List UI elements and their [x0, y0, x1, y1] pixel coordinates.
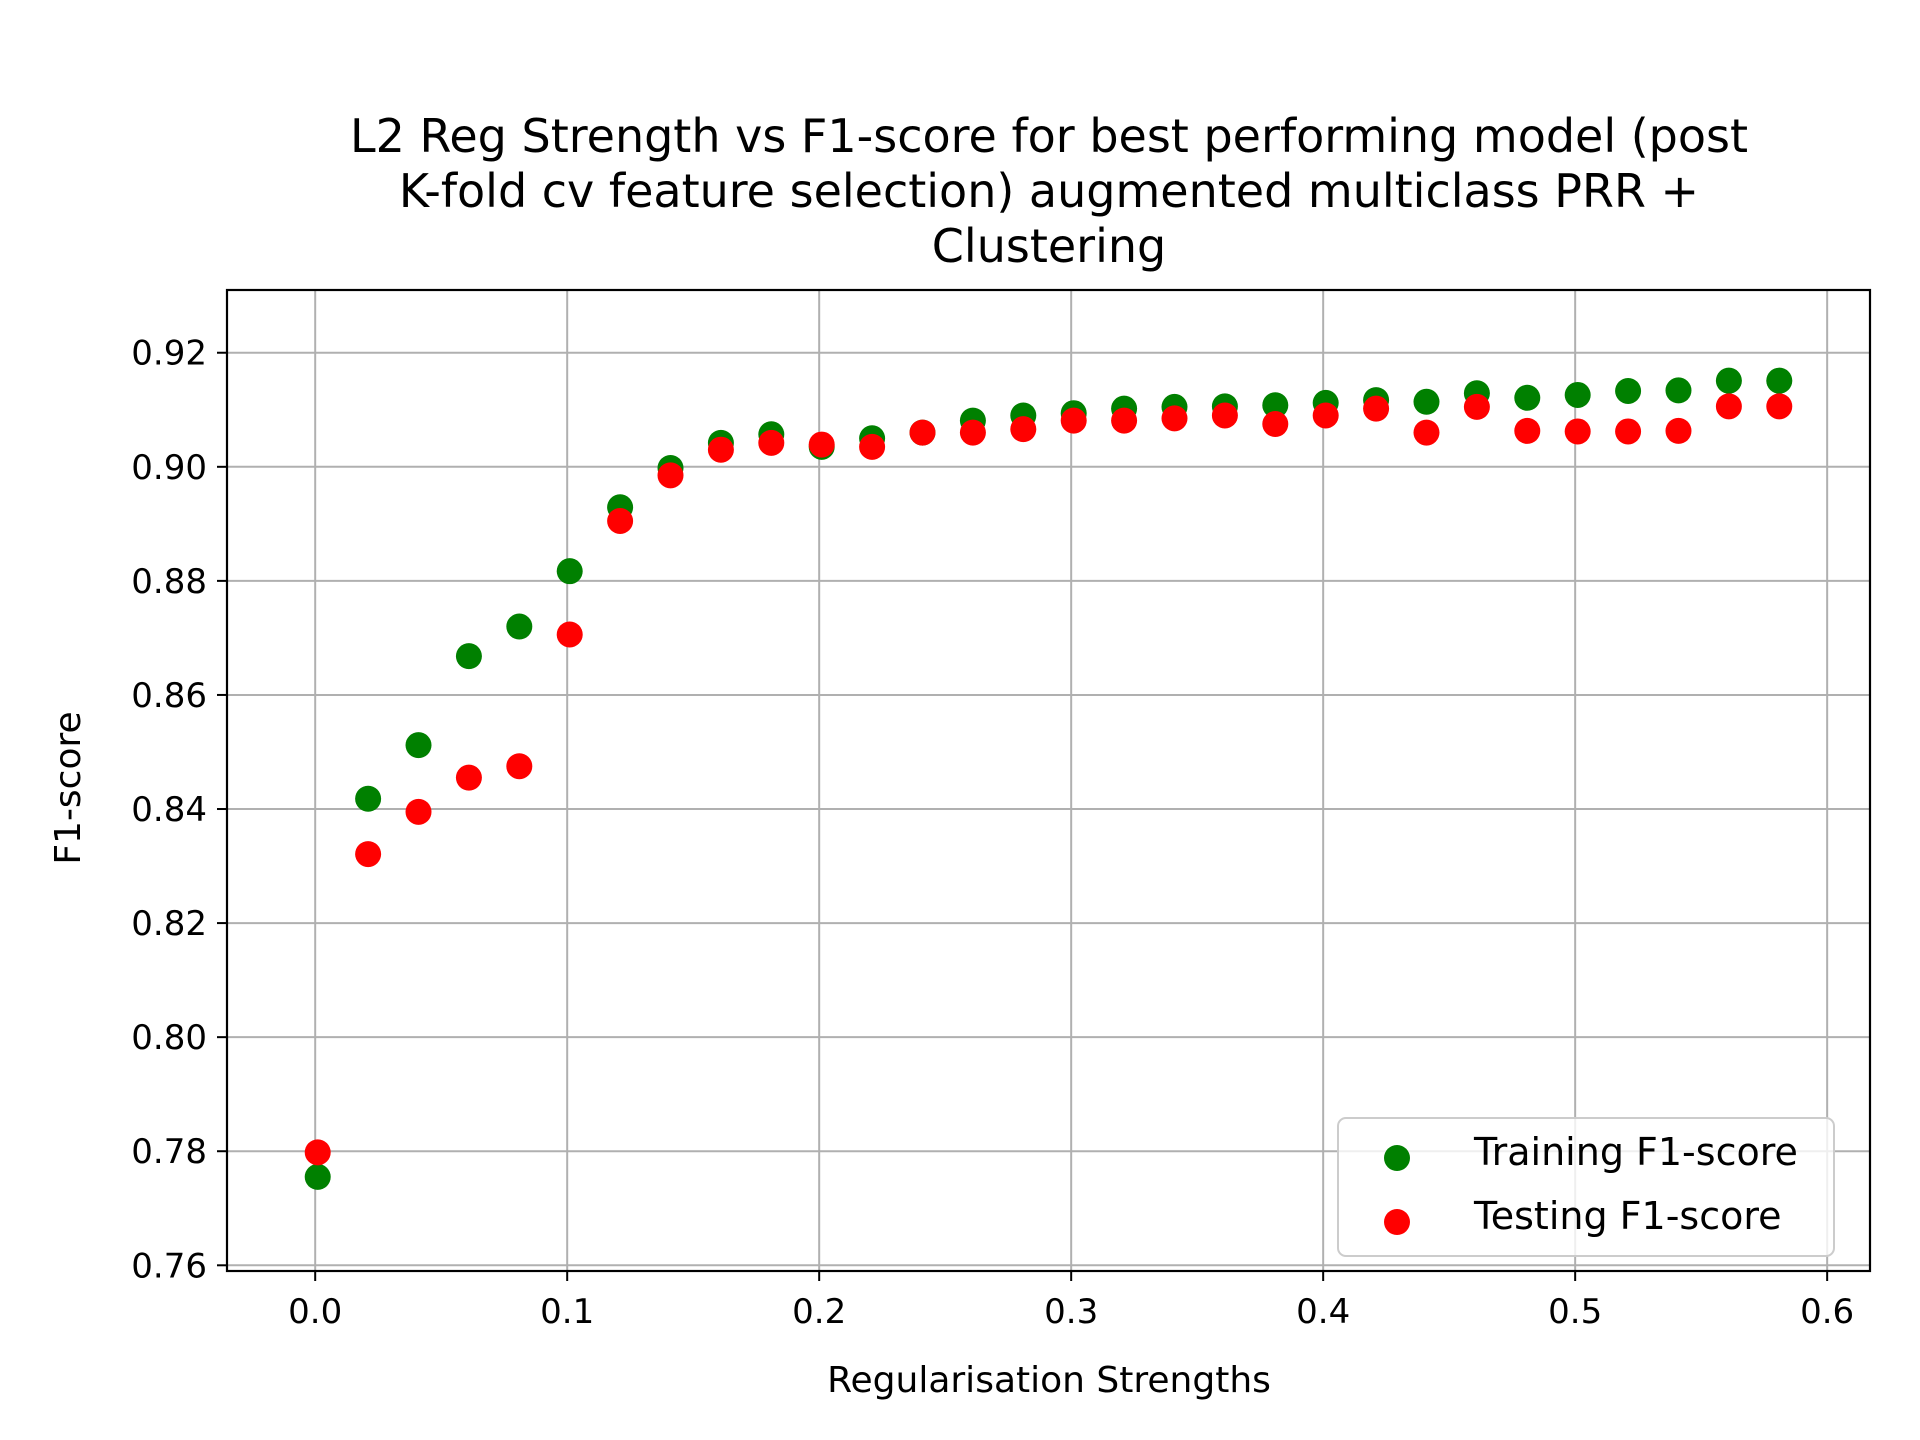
legend-box	[1337, 1117, 1835, 1257]
testing-point	[758, 429, 785, 456]
testing-point	[909, 419, 936, 446]
training-point	[1715, 367, 1742, 394]
training-point	[1413, 388, 1440, 415]
x-axis-label: Regularisation Strengths	[827, 1360, 1271, 1401]
training-point	[405, 732, 432, 759]
testing-point	[1463, 393, 1490, 420]
training-point	[506, 613, 533, 640]
y-tick-label: 0.88	[131, 562, 207, 602]
axis-ticks: 0.0 0.1 0.2 0.3 0.4 0.5 0.6 0.76 0.78 0.80 0.82 0.8…	[131, 334, 1854, 1332]
training-point	[1564, 381, 1591, 408]
testing-point	[859, 433, 886, 460]
testing-point	[808, 431, 835, 458]
x-tick-label: 0.6	[1800, 1292, 1854, 1332]
testing-point	[1262, 411, 1289, 438]
plot-points	[304, 367, 1793, 1190]
training-point	[1262, 392, 1289, 419]
training-point	[556, 558, 583, 585]
testing-point	[1312, 402, 1339, 429]
y-axis-label: F1-score	[48, 711, 89, 864]
x-tick-label: 0.0	[288, 1292, 342, 1332]
training-point	[304, 1163, 331, 1190]
training-point	[1514, 384, 1541, 411]
testing-point	[1010, 416, 1037, 443]
training-point	[1615, 377, 1642, 404]
x-tick-label: 0.5	[1548, 1292, 1602, 1332]
y-tick-label: 0.84	[131, 790, 207, 830]
testing-point	[1564, 418, 1591, 445]
testing-point	[1413, 419, 1440, 446]
testing-point	[657, 462, 684, 489]
y-tick-label: 0.76	[131, 1246, 207, 1286]
training-point	[1766, 367, 1793, 394]
legend-marker-testing	[1384, 1209, 1410, 1235]
legend-label-training: Training F1-score	[1473, 1130, 1798, 1174]
x-tick-label: 0.4	[1296, 1292, 1350, 1332]
grid-lines	[227, 290, 1870, 1271]
testing-point	[1211, 402, 1238, 429]
testing-point	[1060, 407, 1087, 434]
chart-title-line-3: Clustering	[932, 219, 1166, 273]
testing-point	[959, 419, 986, 446]
y-tick-label: 0.86	[131, 676, 207, 716]
testing-point	[304, 1139, 331, 1166]
testing-point	[1514, 417, 1541, 444]
plot-frame	[225, 288, 1872, 1273]
chart-title-line-1: L2 Reg Strength vs F1-score for best per…	[350, 109, 1748, 163]
x-tick-label: 0.1	[540, 1292, 594, 1332]
testing-point	[1665, 417, 1692, 444]
testing-point	[607, 507, 634, 534]
testing-point	[1363, 395, 1390, 422]
chart-title-line-2: K-fold cv feature selection) augmented m…	[399, 164, 1699, 218]
y-tick-label: 0.90	[131, 448, 207, 488]
testing-point	[506, 753, 533, 780]
training-point	[455, 643, 482, 670]
y-tick-label: 0.82	[131, 904, 207, 944]
testing-point	[1111, 407, 1138, 434]
y-tick-label: 0.78	[131, 1132, 207, 1172]
x-tick-label: 0.3	[1044, 1292, 1098, 1332]
legend: Training F1-score Testing F1-score	[1337, 1117, 1835, 1257]
testing-point	[355, 841, 382, 868]
legend-marker-training	[1384, 1145, 1410, 1171]
testing-point	[1766, 393, 1793, 420]
testing-point	[707, 436, 734, 463]
testing-point	[1615, 418, 1642, 445]
y-tick-label: 0.80	[131, 1018, 207, 1058]
testing-point	[455, 764, 482, 791]
y-tick-label: 0.92	[131, 334, 207, 374]
x-tick-label: 0.2	[792, 1292, 846, 1332]
chart-title: L2 Reg Strength vs F1-score for best per…	[350, 109, 1748, 273]
legend-label-testing: Testing F1-score	[1473, 1194, 1782, 1238]
testing-point	[556, 621, 583, 648]
training-point	[355, 785, 382, 812]
testing-point	[405, 798, 432, 825]
testing-point	[1715, 393, 1742, 420]
training-point	[1665, 377, 1692, 404]
testing-point	[1161, 405, 1188, 432]
